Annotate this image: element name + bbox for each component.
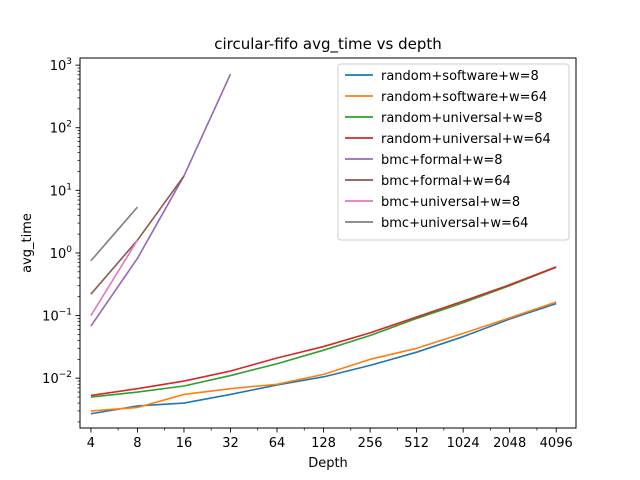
x-tick-label: 2048 <box>493 436 526 451</box>
legend-label: random+software+w=64 <box>381 90 547 105</box>
y-axis-label: avg_time <box>20 213 35 273</box>
x-axis-label: Depth <box>308 456 348 471</box>
y-tick-label: 10−1 <box>42 308 72 325</box>
legend-label: bmc+formal+w=8 <box>381 153 503 168</box>
x-tick-label: 64 <box>269 436 286 451</box>
x-tick-label: 4096 <box>540 436 573 451</box>
series-line-5 <box>90 73 232 327</box>
series-line-2 <box>90 301 557 412</box>
x-tick-label: 128 <box>311 436 336 451</box>
x-tick-label: 32 <box>222 436 239 451</box>
x-tick-label: 256 <box>358 436 383 451</box>
series-line-3 <box>90 266 557 398</box>
chart-title: circular-fifo avg_time vs depth <box>214 35 442 54</box>
y-tick-label: 103 <box>50 57 72 74</box>
series-line-4 <box>90 266 557 397</box>
series-layer <box>90 73 557 415</box>
legend: random+software+w=8 random+software+w=64 r… <box>337 63 570 241</box>
y-tick-label: 10−2 <box>42 370 72 387</box>
series-line-7 <box>90 239 139 316</box>
legend-label: random+universal+w=64 <box>381 132 551 147</box>
x-tick-label: 1024 <box>447 436 480 451</box>
x-tick-label: 4 <box>87 436 95 451</box>
x-tick-label: 16 <box>176 436 193 451</box>
legend-label: random+universal+w=8 <box>381 111 542 126</box>
legend-label: bmc+universal+w=8 <box>381 195 520 210</box>
x-axis: 4 8 16 32 64 128 256 512 1024 2048 4096 <box>87 428 573 451</box>
legend-label: random+software+w=8 <box>381 69 539 84</box>
x-tick-label: 8 <box>133 436 141 451</box>
series-line-1 <box>90 302 557 415</box>
y-tick-label: 102 <box>50 120 72 137</box>
y-tick-label: 100 <box>50 245 73 262</box>
legend-box <box>337 63 570 241</box>
y-tick-label: 101 <box>50 182 72 199</box>
plot-frame <box>79 57 577 429</box>
legend-label: bmc+formal+w=64 <box>381 174 511 189</box>
series-line-6 <box>90 175 185 295</box>
series-line-8 <box>90 206 139 262</box>
legend-label: bmc+universal+w=64 <box>381 216 528 231</box>
x-tick-label: 512 <box>404 436 429 451</box>
y-axis: 10−2 10−1 100 101 102 103 <box>42 57 80 423</box>
